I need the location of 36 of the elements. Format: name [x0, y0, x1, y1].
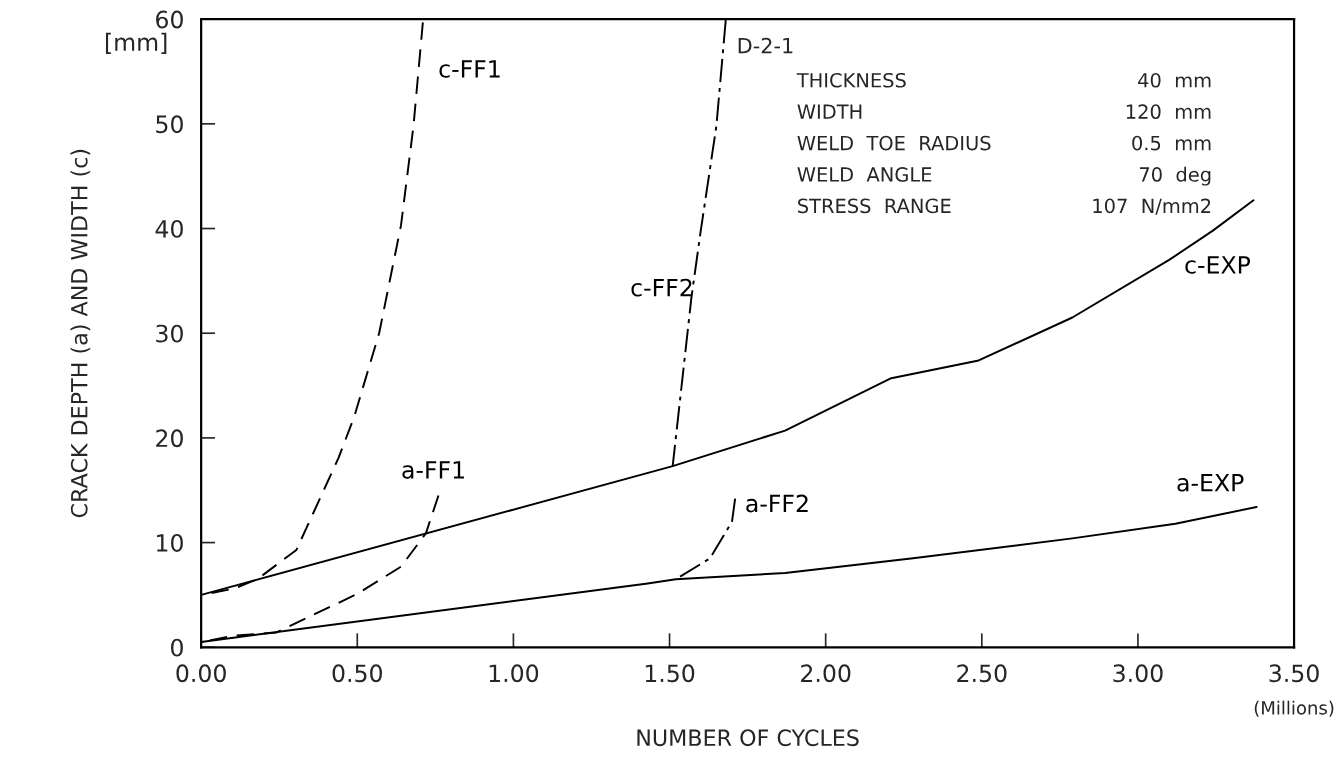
- series-label: a-FF2: [746, 494, 808, 513]
- series-label: a-EXP: [1177, 474, 1244, 492]
- annotation: 120 mm: [1126, 104, 1211, 120]
- y-axis-title: CRACK DEPTH (a) AND WIDTH (c): [70, 149, 91, 518]
- annotation: D-2-1: [738, 37, 793, 54]
- annotation: 0.5 mm: [1132, 135, 1211, 151]
- x-axis-title: NUMBER OF CYCLES: [637, 729, 859, 747]
- y-tick-label: 0: [171, 638, 183, 657]
- y-tick-label: 60: [156, 10, 183, 29]
- x-tick-label: 0.00: [176, 664, 226, 683]
- y-tick-label: 50: [156, 115, 183, 134]
- text: (Millions): [1254, 700, 1334, 717]
- x-tick-label: 1.00: [489, 664, 539, 683]
- annotation: WIDTH: [797, 104, 862, 119]
- y-tick-label: 10: [157, 534, 183, 552]
- annotation: 40 mm: [1138, 72, 1211, 88]
- annotation: WELD TOE RADIUS: [797, 135, 991, 151]
- series-label: c-FF2: [631, 278, 692, 297]
- series-label: c-EXP: [1185, 256, 1251, 274]
- annotation: STRESS RANGE: [798, 198, 951, 214]
- x-tick-label: 3.00: [1113, 664, 1163, 683]
- y-tick-label: 40: [155, 219, 183, 238]
- annotation: WELD ANGLE: [797, 167, 932, 182]
- y-tick-label: 20: [156, 429, 183, 448]
- annotation: 107 N/mm2: [1093, 198, 1211, 215]
- x-tick-label: 0.50: [332, 664, 382, 683]
- x-tick-label: 2.50: [957, 664, 1007, 683]
- x-tick-label: 3.50: [1269, 664, 1319, 683]
- series-label: a-FF1: [402, 461, 464, 479]
- x-tick-label: 2.00: [801, 664, 851, 683]
- x-tick-label: 1.50: [645, 664, 695, 683]
- series-label: c-FF1: [439, 60, 500, 78]
- text: [mm]: [105, 32, 167, 54]
- annotation: 70 deg: [1139, 166, 1211, 186]
- annotation: THICKNESS: [796, 72, 906, 88]
- y-tick-label: 30: [156, 324, 183, 343]
